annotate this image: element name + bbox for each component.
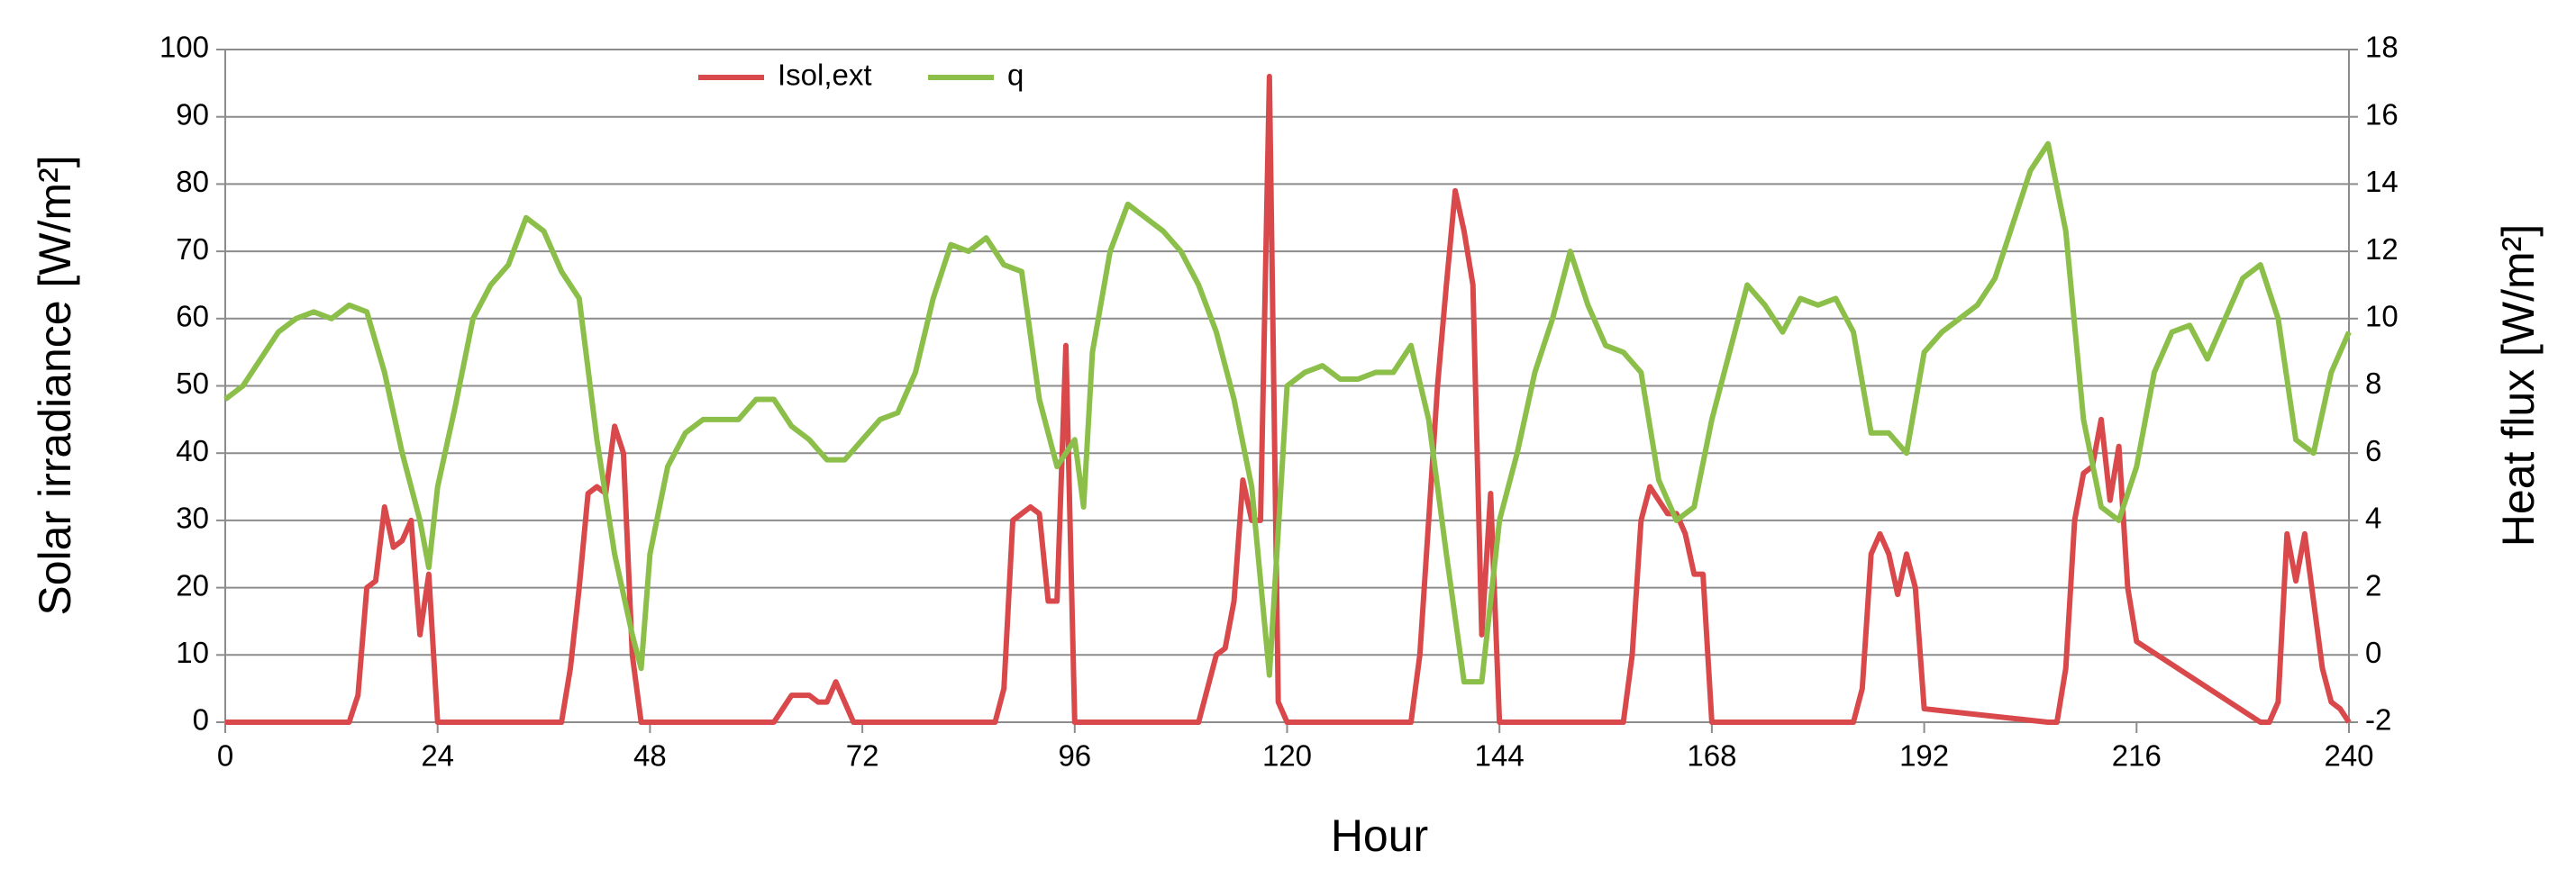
y2-tick-label: 0 — [2365, 636, 2381, 669]
y-tick-label: 90 — [176, 97, 209, 131]
y2-tick-label: 8 — [2365, 367, 2381, 400]
x-tick-label: 120 — [1262, 739, 1312, 773]
x-tick-label: 24 — [421, 739, 454, 773]
y2-tick-label: 2 — [2365, 568, 2381, 602]
y2-tick-label: -2 — [2365, 703, 2391, 737]
y-tick-label: 100 — [159, 31, 209, 64]
series-line — [223, 140, 2352, 685]
y2-axis-title: Heat flux [W/m²] — [2493, 224, 2544, 547]
y2-tick-label: 10 — [2365, 300, 2399, 333]
y-tick-label: 40 — [176, 434, 209, 467]
series-line — [225, 73, 2352, 725]
x-axis-title: Hour — [1331, 810, 1428, 861]
y2-tick-label: 6 — [2365, 434, 2381, 467]
legend-label: q — [1007, 59, 1024, 92]
x-tick-label: 192 — [1899, 739, 1949, 773]
x-tick-label: 216 — [2112, 739, 2162, 773]
y2-tick-label: 18 — [2365, 31, 2399, 64]
y2-tick-label: 14 — [2365, 165, 2399, 198]
y2-tick-label: 12 — [2365, 232, 2399, 266]
y-tick-label: 0 — [193, 703, 209, 737]
y2-tick-label: 16 — [2365, 97, 2399, 131]
legend-label: Isol,ext — [778, 59, 872, 92]
x-tick-label: 72 — [846, 739, 879, 773]
y-axis-title: Solar irradiance [W/m²] — [30, 155, 80, 615]
x-tick-label: 240 — [2324, 739, 2373, 773]
x-tick-label: 48 — [633, 739, 667, 773]
x-tick-label: 168 — [1687, 739, 1736, 773]
y-tick-label: 70 — [176, 232, 209, 266]
y-tick-label: 20 — [176, 568, 209, 602]
x-tick-label: 96 — [1058, 739, 1091, 773]
y-tick-label: 50 — [176, 367, 209, 400]
x-tick-label: 144 — [1475, 739, 1525, 773]
y-tick-label: 30 — [176, 502, 209, 535]
y-tick-label: 60 — [176, 300, 209, 333]
y-tick-label: 10 — [176, 636, 209, 669]
y-tick-label: 80 — [176, 165, 209, 198]
y2-tick-label: 4 — [2365, 502, 2381, 535]
x-tick-label: 0 — [217, 739, 233, 773]
